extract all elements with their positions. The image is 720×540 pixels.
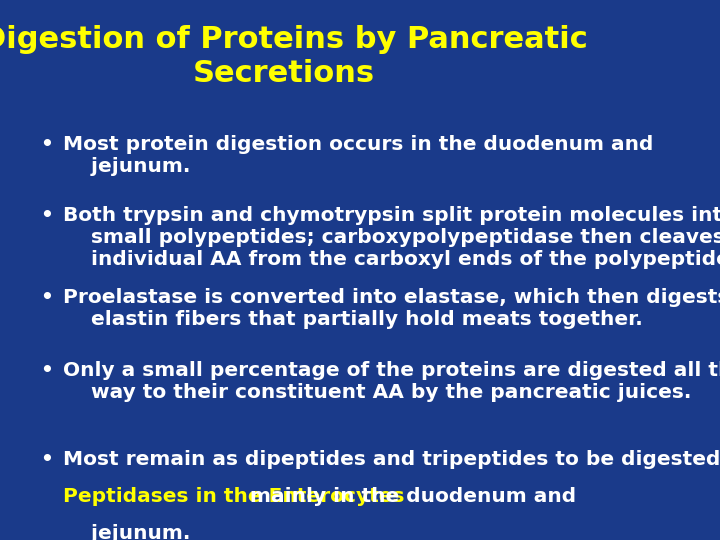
Text: Proelastase is converted into elastase, which then digests
    elastin fibers th: Proelastase is converted into elastase, …	[63, 288, 720, 328]
Text: •: •	[40, 206, 53, 225]
Text: mainly in the duodenum and: mainly in the duodenum and	[243, 487, 576, 506]
Text: Peptidases in the Enterocytes: Peptidases in the Enterocytes	[63, 487, 405, 506]
Text: •: •	[40, 450, 53, 469]
Text: jejunum.: jejunum.	[63, 524, 191, 540]
Text: Only a small percentage of the proteins are digested all the
    way to their co: Only a small percentage of the proteins …	[63, 361, 720, 402]
Text: •: •	[40, 135, 53, 154]
Text: Most remain as dipeptides and tripeptides to be digested by: Most remain as dipeptides and tripeptide…	[63, 450, 720, 469]
Text: Most protein digestion occurs in the duodenum and
    jejunum.: Most protein digestion occurs in the duo…	[63, 135, 654, 176]
Text: Both trypsin and chymotrypsin split protein molecules into
    small polypeptide: Both trypsin and chymotrypsin split prot…	[63, 206, 720, 269]
Text: •: •	[40, 361, 53, 380]
Text: Digestion of Proteins by Pancreatic
Secretions: Digestion of Proteins by Pancreatic Secr…	[0, 25, 588, 88]
Text: •: •	[40, 288, 53, 307]
